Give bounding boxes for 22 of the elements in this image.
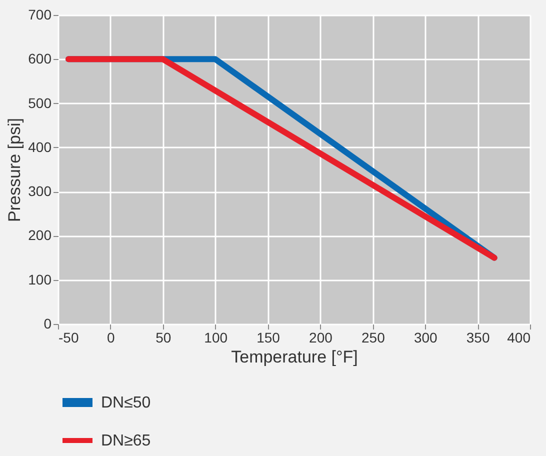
x-tick-label: 300 bbox=[414, 330, 438, 346]
x-axis-title: Temperature [°F] bbox=[231, 348, 358, 366]
y-tick-label: 300 bbox=[28, 183, 52, 200]
x-tick-label: 50 bbox=[156, 330, 172, 346]
x-tick-label: 400 bbox=[507, 330, 531, 346]
x-tick-label: 150 bbox=[256, 330, 280, 346]
x-tick-label: -50 bbox=[58, 330, 79, 346]
x-tick-label: 100 bbox=[204, 330, 228, 346]
legend-label: DN≤50 bbox=[101, 394, 151, 412]
y-tick-label: 400 bbox=[28, 138, 52, 155]
y-tick-label: 100 bbox=[28, 271, 52, 288]
y-tick-label: 200 bbox=[28, 227, 52, 244]
x-tick-label: 250 bbox=[361, 330, 386, 346]
y-tick-label: 700 bbox=[28, 6, 52, 22]
x-tick-label: 200 bbox=[309, 330, 333, 346]
y-tick-label: 0 bbox=[44, 316, 52, 332]
y-tick-label: 600 bbox=[28, 50, 52, 67]
y-tick-label: 500 bbox=[28, 94, 52, 111]
y-axis-title: Pressure [psi] bbox=[5, 118, 24, 222]
x-tick-label: 0 bbox=[107, 330, 116, 346]
x-tick-label: 350 bbox=[466, 330, 490, 346]
legend-label: DN≥65 bbox=[101, 432, 151, 450]
